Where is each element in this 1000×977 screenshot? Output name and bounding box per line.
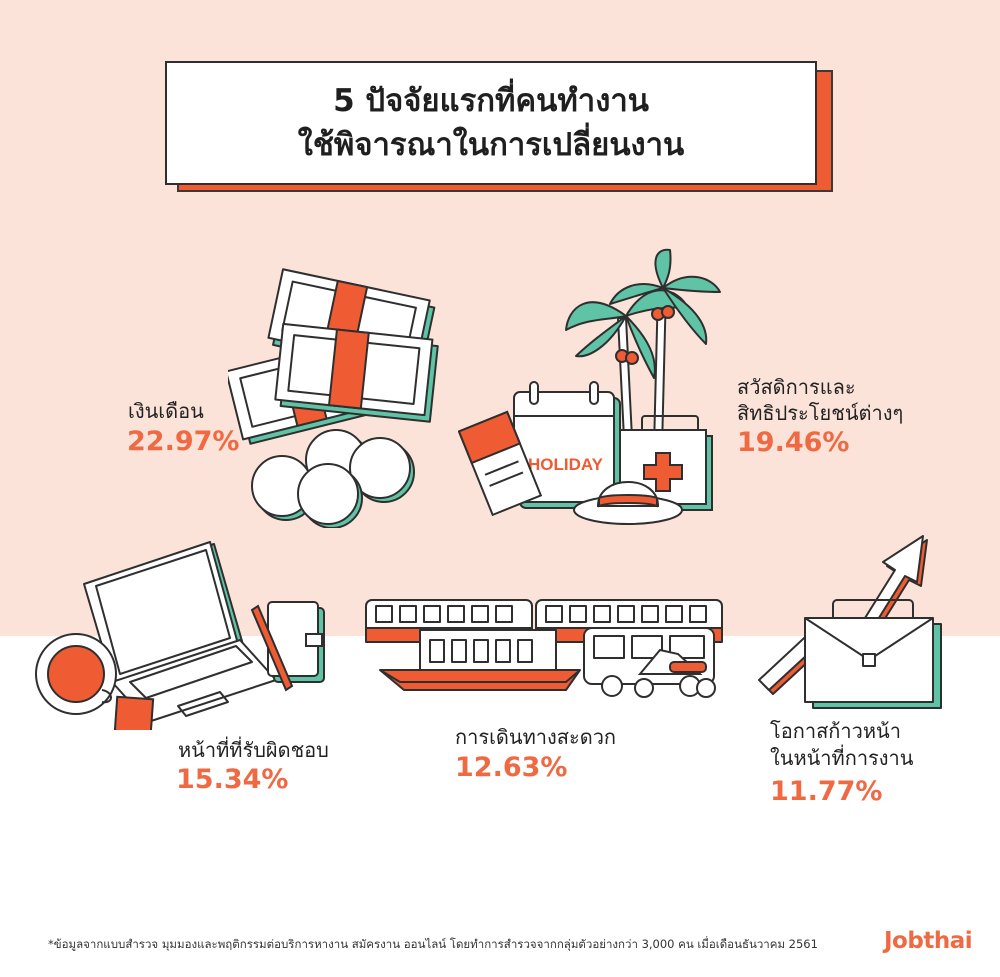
footnote: *ข้อมูลจากแบบสำรวจ มุมมองและพฤติกรรมต่อบ… (48, 937, 818, 951)
factor-commute-percent: 12.63% (455, 752, 568, 783)
laptop-icon (35, 541, 325, 730)
growth-arrow-icon (758, 535, 942, 709)
scooter-icon (634, 648, 716, 698)
coffee-cup-icon (35, 633, 117, 715)
pen-icon (250, 604, 294, 692)
factor-salary-label: เงินเดือน (128, 399, 204, 423)
holiday-text: HOLIDAY (528, 455, 604, 474)
hat-icon (573, 481, 683, 525)
factor-career-label-1: โอกาสก้าวหน้า (770, 719, 901, 743)
train-icon (365, 599, 723, 698)
money-stack-icon (228, 268, 439, 528)
factor-benefits-percent: 19.46% (737, 427, 850, 458)
coin-icon (251, 429, 415, 528)
title-box: 5 ปัจจัยแรกที่คนทำงาน ใช้พิจารณาในการเปล… (165, 61, 817, 185)
notebook-icon (267, 601, 325, 683)
factor-commute-label: การเดินทางสะดวก (455, 725, 617, 749)
factor-career-percent: 11.77% (770, 776, 883, 807)
title-line-2: ใช้พิจารณาในการเปลี่ยนงาน (297, 127, 685, 163)
palm-tree-icon: HOLIDAY (458, 248, 721, 525)
factor-responsibility-label: หน้าที่ที่รับผิดชอบ (178, 738, 329, 762)
factor-responsibility-percent: 15.34% (176, 764, 289, 795)
title-line-1: 5 ปัจจัยแรกที่คนทำงาน (333, 83, 649, 119)
briefcase-icon (804, 599, 942, 709)
boat-icon (379, 629, 581, 691)
factor-salary-percent: 22.97% (127, 426, 240, 457)
factor-benefits-label-2: สิทธิประโยชน์ต่างๆ (737, 401, 904, 425)
jobthai-logo: Jobthai (884, 928, 973, 954)
ticket-icon (458, 410, 543, 517)
calendar-icon: HOLIDAY (513, 381, 621, 509)
factor-benefits-label-1: สวัสดิการและ (737, 375, 856, 399)
factor-career-label-2: ในหน้าที่การงาน (770, 746, 914, 770)
